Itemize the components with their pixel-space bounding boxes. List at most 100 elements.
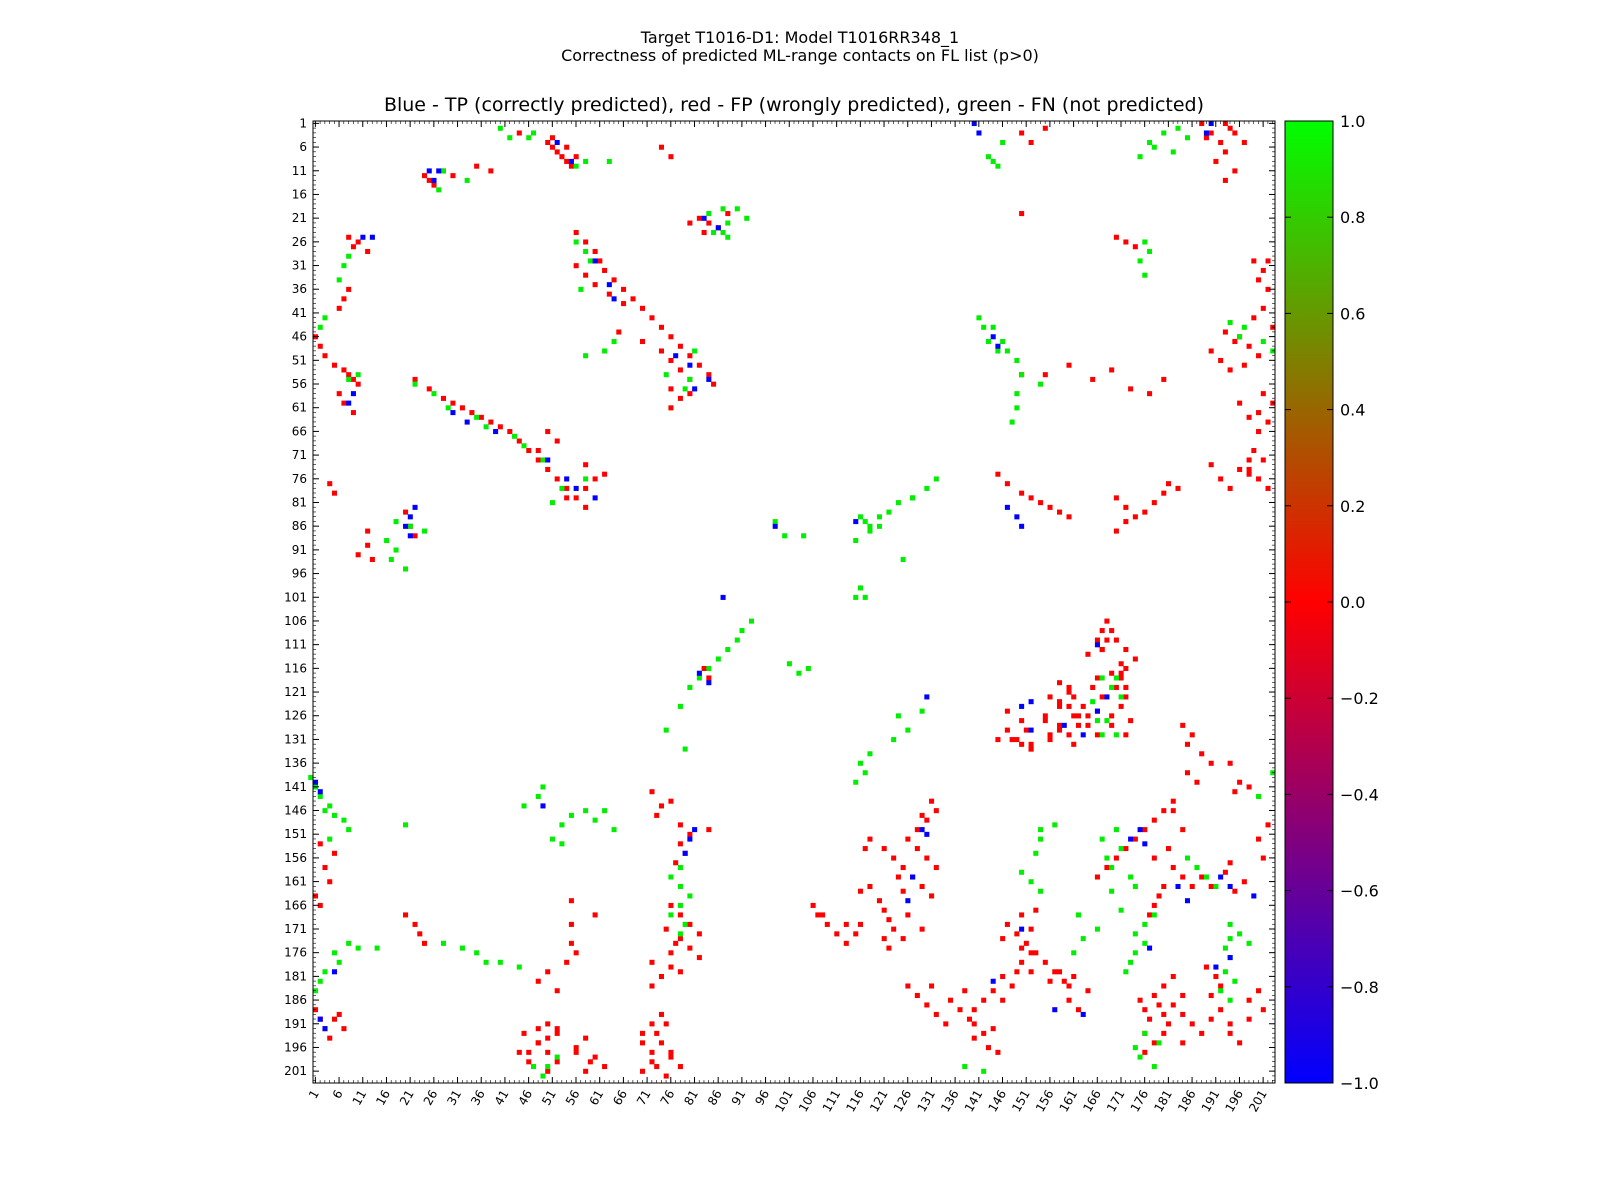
fp-contact-cell [905,912,911,918]
fp-contact-cell [1061,978,1067,984]
fp-contact-cell [1004,708,1010,714]
fn-contact-cell [336,959,342,965]
fn-contact-cell [602,348,608,354]
fp-contact-cell [1066,703,1072,709]
fn-contact-cell [464,177,470,183]
fp-contact-cell [1147,912,1153,918]
fp-contact-cell [668,964,674,970]
fp-contact-cell [1094,675,1100,681]
x-tick-label: 76 [658,1088,678,1108]
fp-contact-cell [459,405,465,411]
fp-contact-cell [573,263,579,269]
fn-contact-cell [895,713,901,719]
fn-contact-cell [573,163,579,169]
fp-contact-cell [412,533,418,539]
y-tick-label: 171 [284,922,307,936]
fp-contact-cell [1251,258,1257,264]
fp-contact-cell [663,1021,669,1027]
fn-contact-cell [857,760,864,766]
fp-contact-cell [639,1040,646,1046]
fn-contact-cell [1132,931,1138,937]
y-tick-label: 91 [292,543,307,557]
fp-contact-cell [535,457,541,463]
colorbar-tick-label: 0.4 [1340,401,1365,420]
fn-contact-cell [1038,381,1044,387]
x-tick-label: 191 [1199,1088,1223,1115]
fp-contact-cell [1113,637,1119,643]
fp-contact-cell [881,907,887,913]
fp-contact-cell [431,182,437,188]
fn-contact-cell [1014,405,1020,411]
tp-contact-cell [910,874,916,880]
fp-contact-cell [564,959,570,965]
fp-contact-cell [1109,628,1115,634]
fp-contact-cell [1151,902,1157,908]
fp-contact-cell [336,1011,342,1017]
fp-contact-cell [1028,139,1034,145]
fn-contact-cell [744,215,750,221]
fn-contact-cell [526,135,532,141]
fp-contact-cell [1109,713,1115,719]
fp-contact-cell [995,471,1001,477]
fn-contact-cell [687,893,693,899]
x-tick-label: 41 [492,1088,512,1108]
fp-contact-cell [639,1068,646,1074]
x-tick-label: 56 [563,1088,583,1108]
tp-contact-cell [715,225,721,231]
fn-contact-cell [1019,372,1025,378]
fp-contact-cell [568,921,574,927]
x-tick-label: 186 [1175,1088,1199,1115]
fn-contact-cell [1227,921,1233,927]
tp-contact-cell [1019,523,1025,529]
fp-contact-cell [1085,722,1091,728]
fp-contact-cell [1014,737,1020,743]
fp-contact-cell [1170,974,1176,980]
fn-contact-cell [677,883,683,890]
fp-contact-cell [1265,419,1271,425]
fp-contact-cell [1180,992,1186,998]
fp-contact-cell [549,135,555,141]
y-tick-label: 76 [292,472,307,486]
fn-contact-cell [559,822,565,828]
fp-contact-cell [1132,656,1138,662]
tp-contact-cell [1019,926,1025,932]
fp-contact-cell [1151,1040,1157,1046]
fp-contact-cell [668,950,674,956]
fp-contact-cell [355,239,361,245]
tp-contact-cell [1227,955,1233,961]
fn-contact-cell [867,523,873,529]
tp-contact-cell [426,168,432,174]
x-tick-label: 86 [705,1088,725,1108]
fp-contact-cell [971,1035,977,1041]
fp-contact-cell [1000,974,1006,980]
fp-contact-cell [583,1068,589,1074]
y-tick-label: 151 [284,827,307,841]
fp-contact-cell [1075,722,1082,728]
fn-contact-cell [990,158,996,164]
tp-contact-cell [720,594,726,600]
fp-contact-cell [1123,732,1129,738]
fp-contact-cell [1123,846,1129,852]
fp-contact-cell [843,940,849,946]
tp-contact-cell [573,485,579,491]
fp-contact-cell [919,812,925,818]
fp-contact-cell [1166,1021,1172,1027]
tp-contact-cell [924,694,930,700]
fn-contact-cell [1142,921,1148,927]
fp-contact-cell [535,447,541,454]
fp-contact-cell [1132,514,1138,520]
fp-contact-cell [568,163,574,169]
fn-contact-cell [549,836,555,842]
tp-contact-cell [1028,699,1034,705]
fp-contact-cell [1123,684,1129,690]
y-tick-label: 1 [299,116,307,130]
fp-contact-cell [1161,1030,1167,1036]
tp-contact-cell [990,978,996,984]
fn-contact-cell [1123,969,1129,975]
tp-contact-cell [1094,708,1100,714]
fp-contact-cell [1189,883,1195,890]
y-tick-label: 101 [284,590,307,604]
fn-contact-cell [1237,334,1243,340]
fp-contact-cell [1123,504,1129,510]
fn-contact-cell [1052,822,1058,828]
